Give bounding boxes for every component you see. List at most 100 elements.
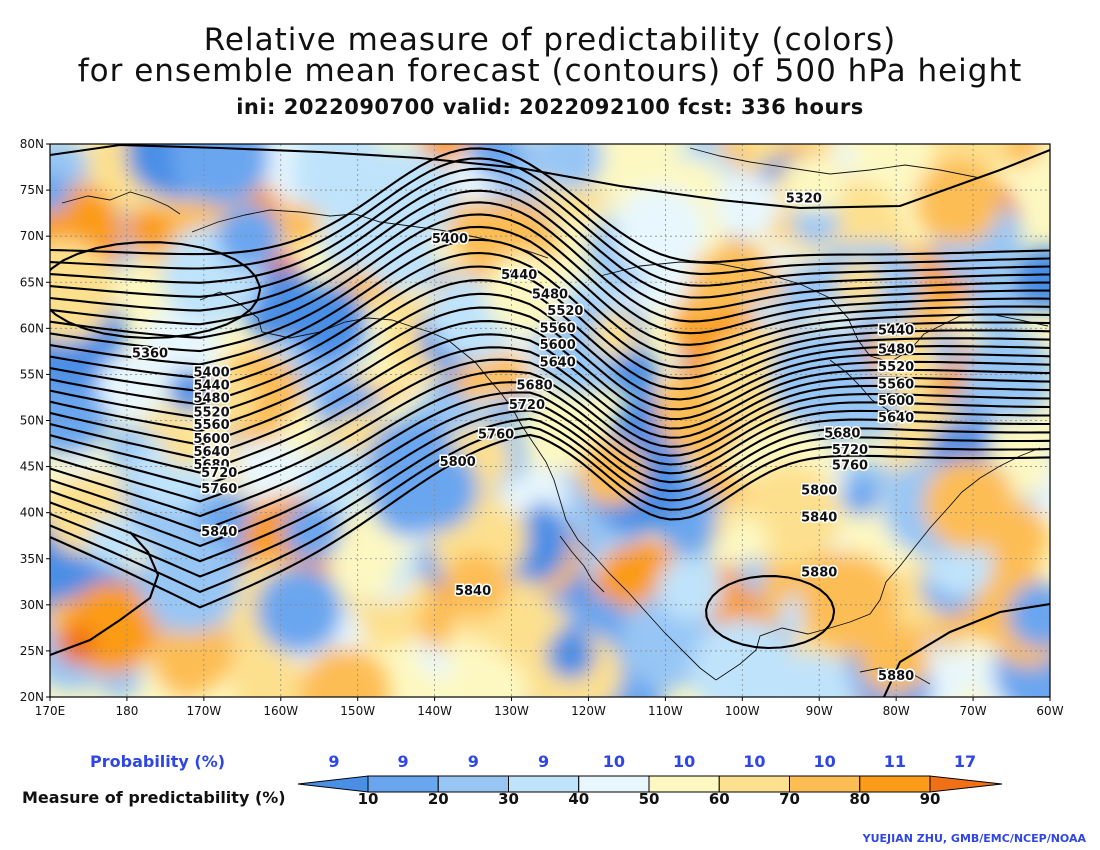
lon-label: 130W <box>494 704 529 718</box>
colorbar-tick: 10 <box>357 790 379 808</box>
probability-value: 17 <box>953 752 977 771</box>
height-contour <box>50 238 1050 366</box>
contour-label: 5760 <box>832 459 868 474</box>
contour-label: 5480 <box>878 343 914 358</box>
height-contour <box>50 167 1050 287</box>
height-contour <box>50 292 1050 419</box>
height-contour <box>883 602 1050 697</box>
height-contour <box>50 358 1050 488</box>
field-blob <box>140 534 240 634</box>
field-blob <box>1018 155 1050 207</box>
height-contour <box>50 425 1050 594</box>
height-contour <box>50 189 1050 312</box>
field-blob <box>282 411 322 452</box>
height-contour <box>50 265 1050 392</box>
longitude-labels: 170E 180 170W 160W 150W 140W 130W 120W 110W 100W 9… <box>35 704 1064 718</box>
contour-label: 5520 <box>193 405 229 420</box>
field-blob <box>546 630 595 680</box>
height-contour <box>50 147 1050 264</box>
height-contour <box>50 144 1050 210</box>
height-contour <box>50 346 1050 474</box>
credit-text: YUEJIAN ZHU, GMB/EMC/NCEP/NOAA <box>862 832 1086 845</box>
field-blob <box>691 618 796 697</box>
height-contours <box>50 144 1050 697</box>
field-blob <box>329 528 400 599</box>
field-blob <box>714 173 780 239</box>
contour-label: 5720 <box>201 466 237 481</box>
height-contour <box>50 251 1050 379</box>
coastline-us-east <box>849 447 1041 623</box>
lat-label: 25N <box>20 644 44 658</box>
lat-label: 35N <box>20 552 44 566</box>
contour-label: 5640 <box>540 356 576 371</box>
contour-label: 5360 <box>132 346 168 361</box>
lat-label: 65N <box>20 275 44 289</box>
probability-value: 9 <box>467 752 479 771</box>
field-blob <box>162 423 207 468</box>
field-blob <box>915 159 1001 245</box>
height-contour <box>50 213 1050 339</box>
field-blob <box>256 567 343 654</box>
lat-label: 45N <box>20 460 44 474</box>
height-contour <box>50 279 1050 406</box>
contour-label: 5800 <box>440 455 476 470</box>
contour-label: 5840 <box>455 584 491 599</box>
lat-label: 20N <box>20 690 44 704</box>
field-blob <box>235 431 309 504</box>
contour-labels: 5320540054405480552055605600564056805720… <box>130 190 915 685</box>
field-blob <box>151 623 224 696</box>
field-blob <box>923 458 1016 551</box>
field-blob <box>1012 246 1050 311</box>
title-line-3: ini: 2022090700 valid: 2022092100 fcst: … <box>236 95 864 119</box>
lon-label: 120W <box>571 704 606 718</box>
height-contour <box>50 381 1050 518</box>
colorbar-tick: 60 <box>708 790 730 808</box>
lat-label: 70N <box>20 229 44 243</box>
field-blob <box>1008 582 1050 648</box>
contour-label: 5760 <box>201 482 237 497</box>
lon-label: 150W <box>340 704 375 718</box>
contour-label: 5880 <box>801 566 837 581</box>
field-blob <box>786 153 847 214</box>
title-line-2: for ensemble mean forecast (contours) of… <box>77 53 1023 89</box>
contour-label: 5880 <box>878 669 914 684</box>
contour-label: 5720 <box>509 398 545 413</box>
lon-label: 180 <box>115 704 138 718</box>
contour-label: 5400 <box>193 366 229 381</box>
height-contour <box>50 433 1050 609</box>
height-contour <box>50 320 1050 446</box>
field-blob <box>500 477 538 515</box>
lon-label: 140W <box>417 704 452 718</box>
contour-label: 5720 <box>832 443 868 458</box>
field-blob <box>834 260 884 310</box>
field-blob <box>171 144 270 206</box>
lat-label: 55N <box>20 367 44 381</box>
lat-label: 80N <box>20 137 44 151</box>
map-svg: 5320540054405480552055605600564056805720… <box>20 137 1064 718</box>
contour-label: 5320 <box>786 191 822 206</box>
latitude-labels: 80N 75N 70N 65N 60N 55N 50N 45N 40N 35N 30N 25N 20N <box>20 137 44 704</box>
probability-value: 9 <box>397 752 409 771</box>
contour-label: 5640 <box>193 445 229 460</box>
colorbar-tick: 80 <box>849 790 871 808</box>
contour-label: 5560 <box>878 378 914 393</box>
contour-label: 5840 <box>201 525 237 540</box>
contour-label: 5560 <box>193 418 229 433</box>
colorbar-tick: 30 <box>498 790 519 808</box>
contour-label: 5480 <box>532 287 568 302</box>
coastline-arctic-islands <box>689 147 981 179</box>
title-line-1: Relative measure of predictability (colo… <box>203 22 897 58</box>
contour-label: 5560 <box>540 321 576 336</box>
height-contour <box>50 178 1050 299</box>
map-container: 5320 5400 5440 5480 5520 5560 5600 5640 5680 5720… <box>20 137 1064 718</box>
contour-label: 5480 <box>193 391 229 406</box>
lon-label: 100W <box>725 704 760 718</box>
probability-value: 10 <box>813 752 836 771</box>
lat-label: 30N <box>20 598 44 612</box>
contour-label: 5520 <box>547 304 583 319</box>
coastline-caribbean <box>859 667 931 685</box>
colorbar-tick: 50 <box>638 790 660 808</box>
probability-value: 10 <box>672 752 696 771</box>
field-blob <box>657 555 723 621</box>
lat-label: 75N <box>20 183 44 197</box>
